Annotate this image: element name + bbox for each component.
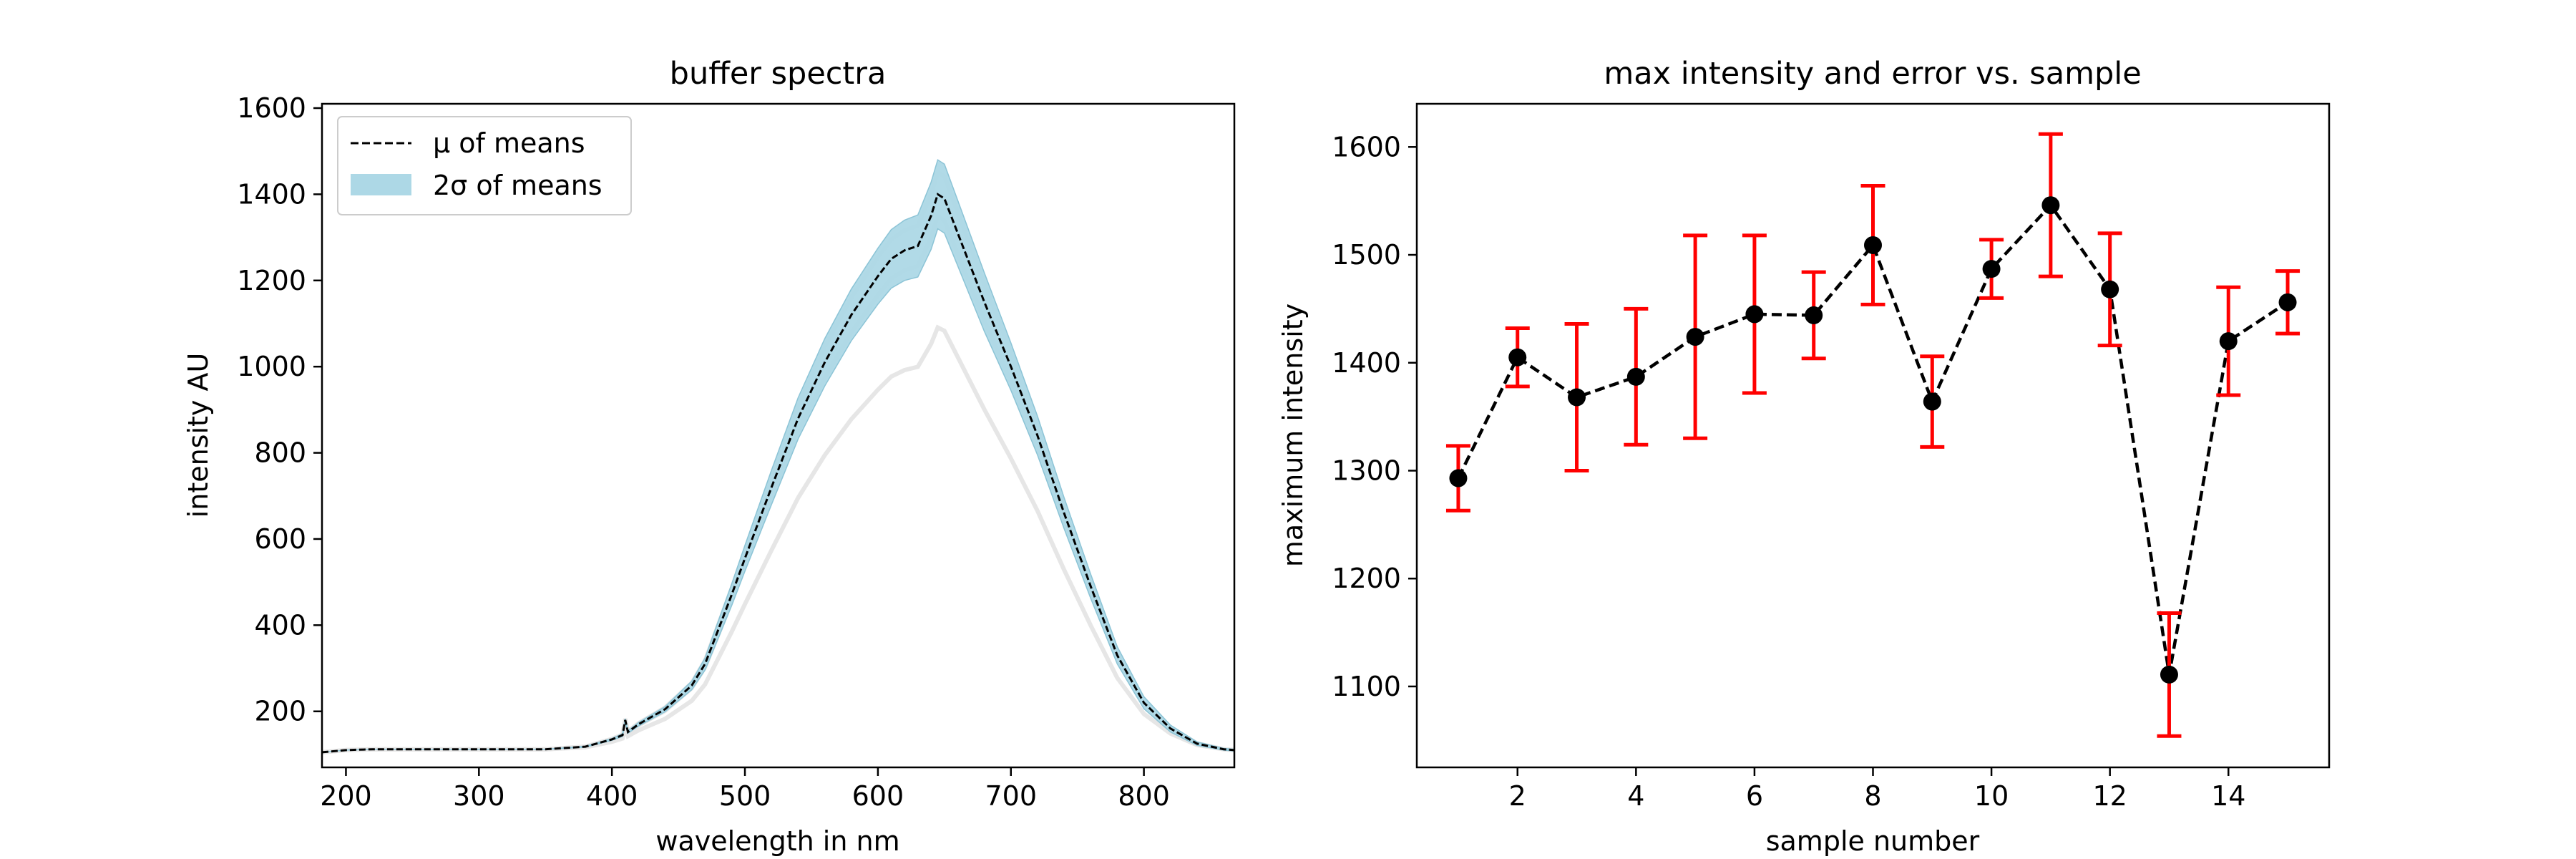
y-tick-label: 1500 — [1332, 239, 1401, 271]
y-tick-label: 800 — [254, 437, 306, 469]
x-tick-label: 8 — [1864, 780, 1881, 812]
spectra-x-ticks: 200 300 400 500 600 700 800 — [320, 767, 1170, 812]
y-tick-label: 1100 — [1332, 671, 1401, 702]
data-point — [1626, 367, 1645, 386]
data-point — [2101, 280, 2119, 299]
spectra-x-label: wavelength in nm — [655, 825, 899, 857]
data-point — [1864, 236, 1882, 254]
y-tick-label: 1600 — [237, 92, 306, 124]
y-tick-label: 1200 — [237, 265, 306, 296]
spectra-legend: μ of means 2σ of means — [337, 116, 632, 215]
y-tick-label: 400 — [254, 609, 306, 641]
y-tick-label: 200 — [254, 696, 306, 727]
data-point — [2219, 332, 2238, 351]
legend-band-swatch — [351, 174, 411, 195]
x-tick-label: 300 — [453, 780, 505, 812]
spectra-y-ticks: 200 400 600 800 1000 1200 1400 1600 — [237, 92, 322, 727]
max-intensity-title: max intensity and error vs. sample — [1604, 56, 2141, 92]
data-point — [1805, 306, 1823, 324]
data-point — [1449, 469, 1468, 487]
y-tick-label: 1300 — [1332, 455, 1401, 486]
x-tick-label: 2 — [1509, 780, 1526, 812]
data-point — [1686, 328, 1704, 346]
x-tick-label: 700 — [985, 780, 1037, 812]
x-tick-label: 10 — [1974, 780, 2009, 812]
max-intensity-y-label: maximum intensity — [1277, 304, 1309, 567]
legend-mean-label: μ of means — [433, 127, 585, 159]
data-point — [2041, 196, 2060, 215]
x-tick-label: 14 — [2211, 780, 2245, 812]
max-intensity-line — [1456, 203, 2289, 675]
data-point — [1568, 388, 1586, 407]
data-point — [1745, 305, 1764, 324]
data-point — [1982, 260, 2001, 278]
x-tick-label: 4 — [1627, 780, 1644, 812]
max-intensity-x-ticks: 2 4 6 8 10 12 14 — [1509, 767, 2245, 812]
x-tick-label: 6 — [1746, 780, 1763, 812]
x-tick-label: 600 — [852, 780, 904, 812]
x-tick-label: 800 — [1118, 780, 1170, 812]
data-point — [1508, 348, 1527, 367]
y-tick-label: 1400 — [1332, 347, 1401, 379]
max-intensity-panel: 2 4 6 8 10 12 14 1100 1200 1300 1400 1500 1600 max … — [1277, 56, 2331, 857]
spectra-axes-frame — [321, 102, 1236, 769]
y-tick-label: 1000 — [237, 351, 306, 382]
legend-band-label: 2σ of means — [433, 170, 602, 201]
y-tick-label: 1200 — [1332, 563, 1401, 594]
max-intensity-x-label: sample number — [1766, 825, 1980, 857]
y-tick-label: 1600 — [1332, 131, 1401, 162]
x-tick-label: 200 — [320, 780, 372, 812]
mean-spectrum-line — [322, 193, 1234, 754]
data-point — [2278, 293, 2297, 311]
x-tick-label: 12 — [2092, 780, 2127, 812]
spectra-panel: 200 300 400 500 600 700 800 200 400 600 800 1000 12… — [182, 56, 1236, 857]
two-sigma-band — [322, 159, 1234, 753]
x-tick-label: 500 — [719, 780, 771, 812]
max-intensity-y-ticks: 1100 1200 1300 1400 1500 1600 — [1332, 131, 1417, 702]
max-intensity-plot-area — [1445, 132, 2301, 738]
y-tick-label: 1400 — [237, 178, 306, 210]
spectra-y-label: intensity AU — [182, 353, 214, 518]
spectra-plot-area — [322, 159, 1234, 754]
y-tick-label: 600 — [254, 523, 306, 555]
data-point — [1923, 392, 1941, 411]
spectra-title: buffer spectra — [670, 56, 887, 92]
x-tick-label: 400 — [586, 780, 638, 812]
data-point — [2160, 665, 2178, 684]
